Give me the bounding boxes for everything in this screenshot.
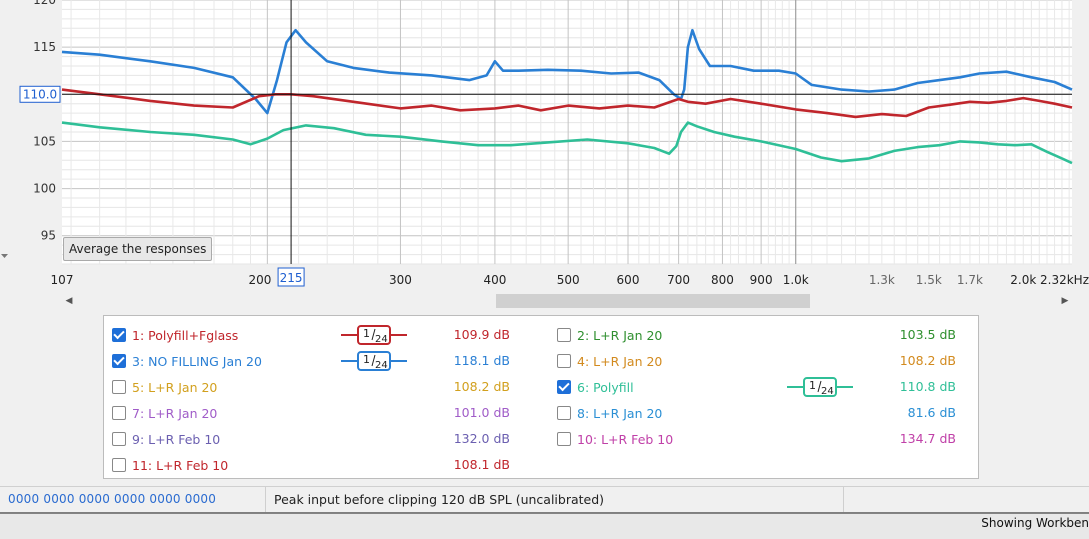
x-tick-label: 800: [711, 273, 734, 287]
horizontal-scrollbar[interactable]: ◀ ▶: [62, 294, 1072, 308]
legend-value: 108.2 dB: [899, 353, 956, 368]
scroll-left-icon[interactable]: ◀: [65, 296, 73, 306]
average-responses-button[interactable]: Average the responses: [63, 237, 213, 261]
scroll-track[interactable]: [76, 294, 1058, 308]
x-tick-label: 500: [557, 273, 580, 287]
legend-value: 108.2 dB: [453, 379, 510, 394]
legend-item[interactable]: 11: L+R Feb 10: [112, 455, 228, 475]
scroll-thumb[interactable]: [496, 294, 810, 308]
x-tick-label: 1.3k: [869, 273, 895, 287]
legend-item[interactable]: 5: L+R Jan 20: [112, 377, 217, 397]
y-tick-label: 100: [33, 182, 56, 196]
status-bar: 0000 0000 0000 0000 0000 0000 Peak input…: [0, 486, 1089, 513]
svg-text:1: 1: [363, 353, 370, 366]
legend-value: 134.7 dB: [899, 431, 956, 446]
legend-checkbox[interactable]: [557, 354, 571, 368]
legend-checkbox[interactable]: [112, 458, 126, 472]
series-line: [61, 28, 1073, 115]
legend-item[interactable]: 7: L+R Jan 20: [112, 403, 217, 423]
panel-dropdown-icon: [1, 254, 8, 258]
legend-label: 10: L+R Feb 10: [577, 431, 674, 447]
input-level-readout: 0000 0000 0000 0000 0000 0000: [8, 492, 217, 506]
legend-item[interactable]: 10: L+R Feb 10: [557, 429, 673, 449]
x-tick-label: 1.5k: [916, 273, 942, 287]
legend-value: 101.0 dB: [453, 405, 510, 420]
legend-label: 6: Polyfill: [577, 379, 634, 395]
svg-text:24: 24: [375, 360, 388, 371]
legend-item[interactable]: 9: L+R Feb 10: [112, 429, 220, 449]
cursor-x-readout-box: [277, 267, 305, 287]
x-tick-label: 1.7k: [957, 273, 983, 287]
x-tick-label: 400: [483, 273, 506, 287]
legend-item[interactable]: 6: Polyfill: [557, 377, 634, 397]
legend-label: 3: NO FILLING Jan 20: [132, 353, 262, 369]
x-tick-label: 1.0k: [783, 273, 809, 287]
legend-label: 9: L+R Feb 10: [132, 431, 221, 447]
series-line: [61, 121, 1073, 165]
x-tick-label: 300: [389, 273, 412, 287]
x-tick-label: 2.0k: [1010, 273, 1036, 287]
legend-item[interactable]: 1: Polyfill+Fglass: [112, 325, 238, 345]
y-tick-label: 105: [33, 134, 56, 148]
x-tick-label: 2.32kHz: [1040, 273, 1089, 287]
cursor-x-readout: 215: [280, 271, 303, 285]
x-tick-label: 900: [750, 273, 773, 287]
svg-text:1: 1: [363, 327, 370, 340]
legend-value: 103.5 dB: [899, 327, 956, 342]
legend-checkbox[interactable]: [557, 432, 571, 446]
status-message: Peak input before clipping 120 dB SPL (u…: [274, 492, 605, 507]
smoothing-indicator[interactable]: 1 24: [341, 351, 407, 371]
legend-value: 132.0 dB: [453, 431, 510, 446]
y-tick-label: 115: [33, 40, 56, 54]
legend-label: 8: L+R Jan 20: [577, 405, 663, 421]
legend-label: 2: L+R Jan 20: [577, 327, 663, 343]
legend-checkbox[interactable]: [112, 380, 126, 394]
legend-label: 11: L+R Feb 10: [132, 457, 229, 473]
y-tick-label: 120: [33, 0, 56, 7]
legend-item[interactable]: 4: L+R Jan 20: [557, 351, 662, 371]
frequency-response-plot[interactable]: 9510010511011512010720030040050060070080…: [0, 0, 1089, 308]
status-divider: [843, 487, 844, 513]
legend-checkbox[interactable]: [112, 354, 126, 368]
workbench-status: Showing Workben: [981, 516, 1089, 530]
svg-text:24: 24: [821, 386, 834, 397]
legend-checkbox[interactable]: [557, 406, 571, 420]
scroll-right-icon[interactable]: ▶: [1061, 296, 1069, 306]
legend-value: 109.9 dB: [453, 327, 510, 342]
legend-value: 108.1 dB: [453, 457, 510, 472]
status-divider: [265, 487, 266, 513]
smoothing-indicator[interactable]: 1 24: [341, 325, 407, 345]
smoothing-indicator[interactable]: 1 24: [787, 377, 853, 397]
x-tick-label: 107: [51, 273, 74, 287]
legend-item[interactable]: 3: NO FILLING Jan 20: [112, 351, 262, 371]
chart[interactable]: 9510010511011512010720030040050060070080…: [0, 0, 1089, 296]
x-tick-label: 700: [667, 273, 690, 287]
legend-value: 81.6 dB: [907, 405, 956, 420]
workbench-strip: Showing Workben: [0, 514, 1089, 539]
svg-text:24: 24: [375, 334, 388, 345]
legend-value: 118.1 dB: [453, 353, 510, 368]
cursor-y-readout-box: [19, 85, 61, 103]
legend-checkbox[interactable]: [112, 328, 126, 342]
svg-text:1: 1: [809, 379, 816, 392]
legend-checkbox[interactable]: [557, 380, 571, 394]
legend-label: 4: L+R Jan 20: [577, 353, 663, 369]
x-tick-label: 200: [248, 273, 271, 287]
legend-label: 1: Polyfill+Fglass: [132, 327, 239, 343]
legend-label: 7: L+R Jan 20: [132, 405, 218, 421]
x-tick-label: 600: [617, 273, 640, 287]
legend-checkbox[interactable]: [112, 432, 126, 446]
legend-label: 5: L+R Jan 20: [132, 379, 218, 395]
legend-item[interactable]: 2: L+R Jan 20: [557, 325, 662, 345]
legend-checkbox[interactable]: [557, 328, 571, 342]
legend-item[interactable]: 8: L+R Jan 20: [557, 403, 662, 423]
cursor-y-readout: 110.0: [23, 87, 57, 101]
y-tick-label: 95: [41, 229, 56, 243]
measurement-legend: 1: Polyfill+Fglass 1 24 109.9 dB 2: L+R Jan …: [103, 315, 979, 479]
legend-checkbox[interactable]: [112, 406, 126, 420]
legend-value: 110.8 dB: [899, 379, 956, 394]
